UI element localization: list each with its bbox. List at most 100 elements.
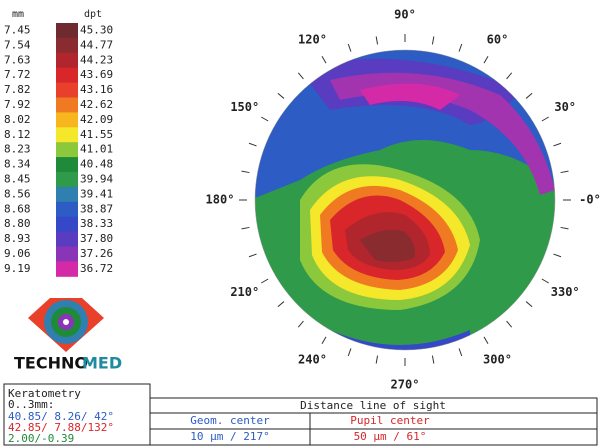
angle-label: 150° xyxy=(230,100,259,114)
dpt-label: 43.16 xyxy=(80,83,113,96)
angle-label: 180° xyxy=(206,193,235,207)
scale-swatch xyxy=(56,201,78,218)
pupil-value: 50 µm / 61° xyxy=(354,430,427,443)
angle-tick xyxy=(525,301,533,308)
mm-label: 7.54 xyxy=(4,38,31,51)
logo-techno: TECHNO xyxy=(14,354,88,373)
mm-label: 7.63 xyxy=(4,53,31,66)
angle-tick xyxy=(297,72,304,80)
angle-tick xyxy=(260,116,269,122)
mm-label: 8.56 xyxy=(4,187,31,200)
angle-tick xyxy=(260,278,269,284)
angle-labels: 90° 60° 30° -0° 330° 300° 270° 240° 210° 180° 150°… xyxy=(206,8,600,392)
angle-label: 60° xyxy=(487,32,509,46)
mm-label: 8.02 xyxy=(4,113,31,126)
mm-label: 8.23 xyxy=(4,143,31,156)
angle-tick xyxy=(297,320,304,328)
logo-med: MED xyxy=(82,354,122,373)
angle-label: 210° xyxy=(230,285,259,299)
angle-tick xyxy=(431,355,435,364)
dpt-label: 39.94 xyxy=(80,172,113,185)
mm-label: 7.82 xyxy=(4,83,31,96)
dpt-label: 38.33 xyxy=(80,217,113,230)
line-of-sight-box: Distance line of sight Geom. center Pupi… xyxy=(149,397,598,446)
dpt-label: 41.01 xyxy=(80,143,113,156)
angle-label: 300° xyxy=(483,353,512,367)
geom-label: Geom. center xyxy=(190,414,270,427)
angle-tick xyxy=(553,253,562,258)
scale-swatch xyxy=(56,261,78,277)
angle-tick xyxy=(506,72,513,80)
angle-label: -0° xyxy=(579,193,600,207)
keratometry-line: 40.85/ 8.26/ 42° xyxy=(8,410,114,423)
angle-tick xyxy=(483,336,489,345)
dpt-label: 44.23 xyxy=(80,53,113,66)
angle-tick xyxy=(347,43,352,52)
dpt-label: 44.77 xyxy=(80,38,113,51)
scale-swatch xyxy=(56,112,78,128)
angle-ticks xyxy=(239,34,571,366)
mm-label: 8.12 xyxy=(4,128,31,141)
angle-label: 90° xyxy=(394,8,416,22)
scale-swatch xyxy=(56,127,78,143)
mm-label: 7.92 xyxy=(4,98,31,111)
scale-swatch xyxy=(56,216,78,233)
angle-tick xyxy=(553,142,562,147)
angle-tick xyxy=(483,55,489,64)
scale-swatch xyxy=(56,82,78,98)
dpt-label: 40.48 xyxy=(80,158,113,171)
mm-label: 8.80 xyxy=(4,217,31,230)
scale-swatch xyxy=(56,52,78,69)
geom-value: 10 µm / 217° xyxy=(190,430,269,443)
keratometry-box: Keratometry 0..3mm: 40.85/ 8.26/ 42° 42.… xyxy=(3,383,151,446)
cornea-outline xyxy=(254,49,556,351)
logo: TECHNO MED xyxy=(14,298,122,373)
angle-tick xyxy=(347,348,352,357)
mm-label: 8.45 xyxy=(4,172,31,185)
angle-tick xyxy=(431,36,435,45)
dpt-label: 42.62 xyxy=(80,98,113,111)
mm-label: 7.45 xyxy=(4,23,31,36)
keratometry-range: 0..3mm: xyxy=(8,398,54,411)
cornea-map xyxy=(255,50,555,350)
angle-tick xyxy=(241,170,250,174)
scale-swatch xyxy=(56,172,78,188)
angle-tick xyxy=(321,55,327,64)
mm-label: 9.06 xyxy=(4,247,31,260)
color-scale: 7.45 45.30 7.54 44.77 7.63 44.23 7.72 43.69 7.82… xyxy=(4,23,113,277)
dpt-label: 45.30 xyxy=(80,23,113,36)
angle-label: 330° xyxy=(551,285,580,299)
dpt-label: 41.55 xyxy=(80,128,113,141)
scale-swatch xyxy=(56,231,78,247)
angle-tick xyxy=(541,116,550,122)
angle-tick xyxy=(375,36,379,45)
angle-tick xyxy=(277,301,285,308)
scale-swatch xyxy=(56,157,78,173)
scale-swatch xyxy=(56,142,78,158)
mm-label: 8.68 xyxy=(4,202,31,215)
scale-swatch xyxy=(56,67,78,84)
angle-label: 120° xyxy=(298,32,327,46)
angle-tick xyxy=(560,226,569,230)
dpt-label: 38.87 xyxy=(80,202,113,215)
keratometry-line: 42.85/ 7.88/132° xyxy=(8,421,114,434)
mm-label: 7.72 xyxy=(4,68,31,81)
dpt-label: 36.72 xyxy=(80,262,113,275)
angle-tick xyxy=(241,226,250,230)
mm-label: 8.34 xyxy=(4,158,31,171)
scale-swatch xyxy=(56,186,78,203)
dpt-label: 42.09 xyxy=(80,113,113,126)
pupil-label: Pupil center xyxy=(350,414,430,427)
angle-tick xyxy=(248,142,257,147)
scale-swatch xyxy=(56,23,78,39)
angle-tick xyxy=(541,278,550,284)
angle-tick xyxy=(525,92,533,99)
angle-tick xyxy=(375,355,379,364)
angle-tick xyxy=(458,43,463,52)
angle-tick xyxy=(458,348,463,357)
angle-tick xyxy=(248,253,257,258)
angle-tick xyxy=(506,320,513,328)
angle-tick xyxy=(321,336,327,345)
angle-tick xyxy=(277,92,285,99)
dpt-label: 39.41 xyxy=(80,187,113,200)
